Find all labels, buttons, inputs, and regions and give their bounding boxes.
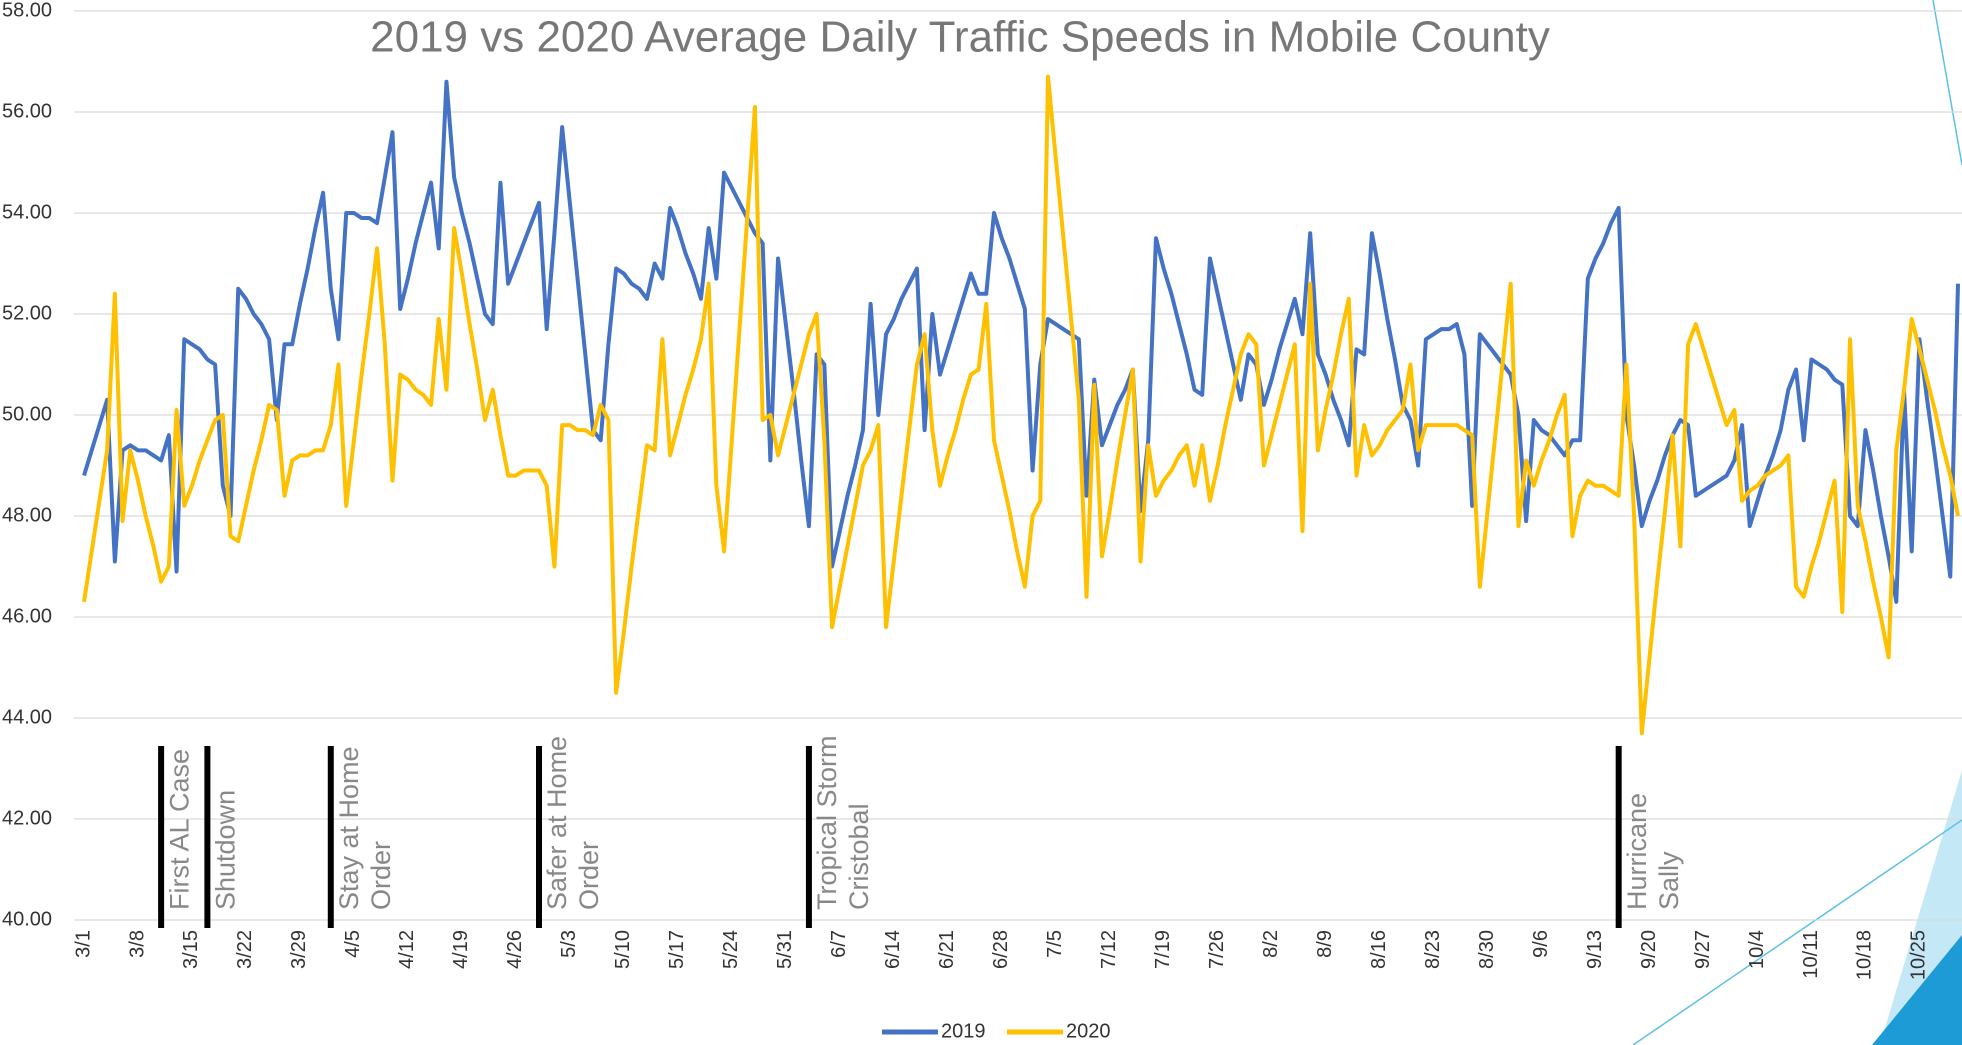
x-tick-label: 4/5: [342, 930, 364, 958]
x-tick-label: 6/28: [990, 930, 1012, 969]
event-label: Stay at Home: [334, 746, 364, 910]
event-label: Tropical Storm: [812, 735, 842, 910]
x-tick-label: 9/13: [1584, 930, 1606, 969]
y-tick-label: 42.00: [2, 807, 52, 829]
x-tick-label: 8/30: [1476, 930, 1498, 969]
x-tick-label: 7/19: [1152, 930, 1174, 969]
decoration: [1932, 0, 1962, 166]
y-tick-label: 58.00: [2, 0, 52, 21]
event-label: Shutdown: [211, 790, 241, 910]
x-tick-label: 3/29: [288, 930, 310, 969]
grid: [74, 10, 1962, 921]
x-tick-label: 4/26: [504, 930, 526, 969]
x-tick-label: 6/14: [882, 930, 904, 969]
x-tick-label: 8/9: [1314, 930, 1336, 958]
x-tick-label: 7/5: [1044, 930, 1066, 958]
x-tick-label: 8/2: [1260, 930, 1282, 958]
event-label: Sally: [1654, 851, 1684, 910]
x-tick-label: 3/8: [126, 930, 148, 958]
x-tick-label: 10/4: [1746, 930, 1768, 969]
legend-label: 2020: [1066, 1020, 1111, 1042]
y-tick-label: 48.00: [2, 504, 52, 526]
event-label: First AL Case: [164, 749, 194, 910]
y-tick-label: 54.00: [2, 201, 52, 223]
event-label: Order: [574, 841, 604, 910]
x-tick-label: 10/11: [1800, 930, 1822, 979]
y-tick-label: 40.00: [2, 908, 52, 930]
series-line: [82, 79, 1960, 604]
x-tick-label: 8/16: [1368, 930, 1390, 969]
y-tick-label: 44.00: [2, 706, 52, 728]
x-tick-label: 5/10: [612, 930, 634, 969]
x-tick-label: 6/21: [936, 930, 958, 969]
x-tick-label: 3/1: [72, 930, 94, 958]
annotations: First AL Case Shutdown Stay at Home Order Sa…: [158, 735, 1684, 928]
x-tick-label: 8/23: [1422, 930, 1444, 969]
x-tick-label: 5/31: [774, 930, 796, 969]
y-tick-label: 52.00: [2, 302, 52, 324]
plot-lines: [82, 74, 1960, 736]
x-tick-label: 7/12: [1098, 930, 1120, 969]
x-tick-label: 4/19: [450, 930, 472, 969]
labels: 40.00 42.00 44.00 46.00 48.00 50.00 52.00 54.00…: [2, 0, 1930, 1042]
event-label: Cristobal: [844, 803, 874, 910]
event-label: Hurricane: [1622, 793, 1652, 910]
x-tick-label: 5/3: [558, 930, 580, 958]
series-line: [82, 74, 1960, 736]
event-label: Order: [366, 841, 396, 910]
legend-label: 2019: [941, 1020, 986, 1042]
x-tick-label: 3/22: [234, 930, 256, 969]
event-label: Safer at Home: [542, 736, 572, 910]
y-tick-label: 56.00: [2, 100, 52, 122]
x-tick-label: 9/27: [1692, 930, 1714, 969]
decoration: [1872, 935, 1962, 1045]
x-tick-label: 5/17: [666, 930, 688, 969]
x-tick-label: 9/20: [1638, 930, 1660, 969]
y-tick-label: 46.00: [2, 605, 52, 627]
chart-title: 2019 vs 2020 Average Daily Traffic Speed…: [370, 13, 1550, 62]
x-tick-label: 7/26: [1206, 930, 1228, 969]
x-tick-label: 3/15: [180, 930, 202, 969]
x-tick-label: 10/18: [1854, 930, 1876, 980]
x-tick-label: 6/7: [828, 930, 850, 958]
x-tick-label: 10/25: [1908, 930, 1930, 980]
x-tick-label: 4/12: [396, 930, 418, 969]
decoration: [1632, 819, 1962, 1045]
x-tick-label: 5/24: [720, 930, 742, 969]
x-tick-label: 9/6: [1530, 930, 1552, 958]
y-tick-label: 50.00: [2, 403, 52, 425]
